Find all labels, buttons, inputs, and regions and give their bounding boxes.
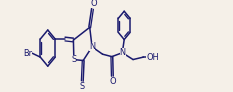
Text: O: O xyxy=(109,77,116,86)
Text: OH: OH xyxy=(146,53,159,62)
Text: O: O xyxy=(90,0,97,8)
Text: N: N xyxy=(120,48,126,57)
Text: Br: Br xyxy=(23,49,32,58)
Text: S: S xyxy=(80,82,85,91)
Text: S: S xyxy=(71,55,76,64)
Text: N: N xyxy=(89,42,95,51)
